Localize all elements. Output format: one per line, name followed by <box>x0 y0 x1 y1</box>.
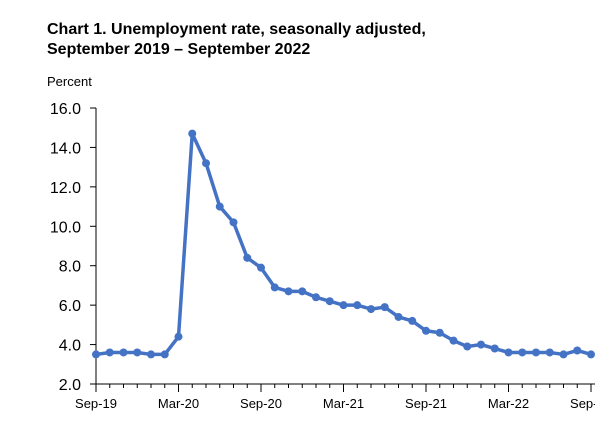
data-point <box>270 283 279 292</box>
data-point <box>518 348 527 357</box>
data-point <box>257 263 265 272</box>
y-tick-label: 10.0 <box>50 219 81 236</box>
chart-subtitle: September 2019 – September 2022 <box>47 41 311 58</box>
x-tick-label: Sep-21 <box>405 396 447 411</box>
data-point <box>188 129 197 138</box>
chart-title: Chart 1. Unemployment rate, seasonally a… <box>47 20 426 60</box>
data-point <box>105 348 114 357</box>
y-tick-label: 6.0 <box>59 298 81 315</box>
data-point <box>312 293 320 302</box>
y-tick-label: 12.0 <box>50 180 81 197</box>
data-point <box>92 350 100 359</box>
data-point <box>119 348 128 357</box>
data-point <box>394 312 403 321</box>
y-tick-label: 2.0 <box>59 377 81 394</box>
data-point <box>202 159 210 168</box>
data-point <box>215 202 224 211</box>
y-tick-label: 16.0 <box>50 101 81 118</box>
data-point <box>229 218 238 227</box>
x-tick-label: Mar-22 <box>488 396 529 411</box>
data-point <box>545 348 554 357</box>
data-point <box>587 350 595 359</box>
data-point <box>325 297 334 306</box>
data-point <box>160 350 169 359</box>
x-tick-label: Sep-22 <box>570 396 595 411</box>
data-point <box>133 348 142 357</box>
y-axis-label: Percent <box>47 74 92 89</box>
data-point <box>408 316 417 325</box>
y-tick-label: 4.0 <box>59 338 81 355</box>
data-point <box>532 348 540 357</box>
data-point <box>559 350 568 359</box>
data-point <box>477 340 485 349</box>
series-line <box>94 131 593 357</box>
x-tick-label: Mar-21 <box>323 396 364 411</box>
data-point <box>504 348 513 357</box>
y-tick-label: 14.0 <box>50 140 81 157</box>
data-point <box>573 346 582 355</box>
data-point <box>490 344 499 353</box>
data-point <box>380 303 389 312</box>
x-axis: Sep-19 Mar-20 Sep-20 Mar-21 Sep-21 Mar-22 Sep-… <box>75 383 595 411</box>
data-point <box>435 328 444 337</box>
data-point <box>147 350 155 359</box>
data-point <box>243 253 252 262</box>
data-point <box>339 301 348 310</box>
x-tick-label: Sep-20 <box>240 396 282 411</box>
x-tick-label: Sep-19 <box>75 396 117 411</box>
data-point <box>298 287 307 296</box>
y-axis: 16.0 14.0 12.0 10.0 8.0 6.0 4.0 2.0 <box>50 101 97 394</box>
data-point <box>449 336 458 345</box>
y-tick-label: 8.0 <box>59 259 81 276</box>
chart-title-line-1: Chart 1. Unemployment rate, seasonally a… <box>47 21 426 38</box>
series-unemployment-rate <box>92 129 595 359</box>
data-point <box>174 332 183 341</box>
data-point <box>284 287 293 296</box>
data-point <box>463 342 472 351</box>
x-tick-label: Mar-20 <box>158 396 199 411</box>
data-point <box>353 301 362 310</box>
data-point <box>422 326 430 335</box>
data-point <box>367 305 375 314</box>
